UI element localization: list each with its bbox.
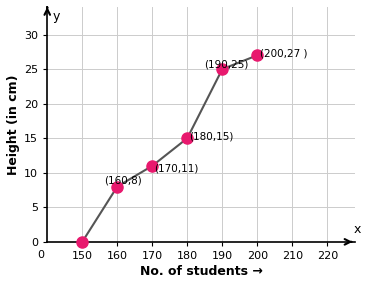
Point xyxy=(184,136,190,141)
X-axis label: No. of students →: No. of students → xyxy=(140,265,263,278)
Point xyxy=(149,164,155,168)
Text: (190,25): (190,25) xyxy=(204,59,248,69)
Text: (200,27 ): (200,27 ) xyxy=(260,49,307,59)
Text: (170,11): (170,11) xyxy=(154,163,198,173)
Point xyxy=(114,184,120,189)
Text: 0: 0 xyxy=(37,250,44,260)
Point xyxy=(219,67,225,72)
Y-axis label: Height (in cm): Height (in cm) xyxy=(7,74,20,175)
Point xyxy=(79,240,85,244)
Point xyxy=(254,53,260,58)
Text: (160,8): (160,8) xyxy=(104,175,142,185)
Text: y: y xyxy=(53,10,60,23)
Text: x: x xyxy=(354,223,361,236)
Text: (180,15): (180,15) xyxy=(189,132,233,142)
